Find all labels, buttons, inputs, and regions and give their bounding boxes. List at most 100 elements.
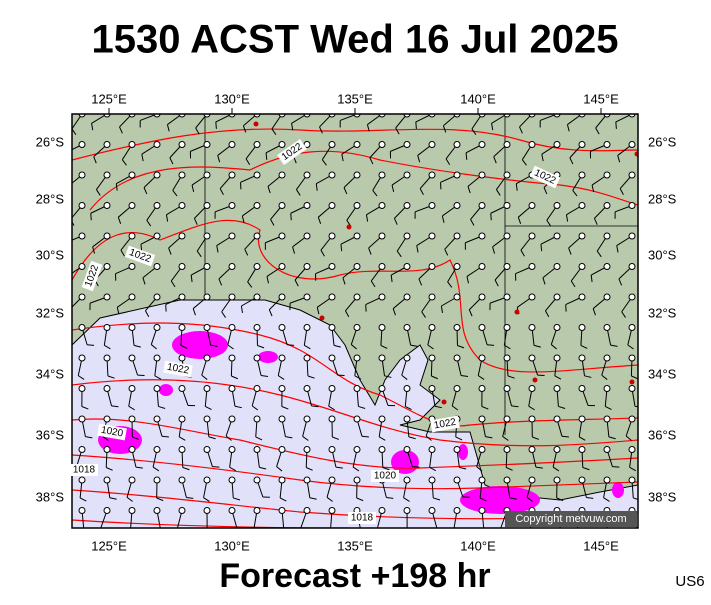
station	[179, 264, 185, 270]
station	[254, 172, 260, 178]
station	[204, 294, 210, 300]
station	[329, 172, 335, 178]
station	[454, 386, 460, 392]
lat-label-right: 30°S	[648, 247, 677, 262]
station	[529, 233, 535, 239]
station	[279, 355, 285, 361]
station	[104, 142, 110, 148]
station	[429, 447, 435, 453]
barb-feather	[91, 213, 92, 220]
station	[154, 264, 160, 270]
station	[429, 233, 435, 239]
barb-feather	[416, 122, 417, 129]
station	[529, 386, 535, 392]
station	[204, 386, 210, 392]
station	[529, 355, 535, 361]
station	[254, 508, 260, 514]
lon-label-bottom: 135°E	[337, 538, 373, 553]
station	[229, 386, 235, 392]
station	[79, 172, 85, 178]
lat-label-left: 38°S	[36, 489, 65, 504]
lon-label-bottom: 145°E	[583, 538, 619, 553]
station	[104, 447, 110, 453]
station	[379, 264, 385, 270]
station	[604, 172, 610, 178]
station	[479, 477, 485, 483]
station	[279, 172, 285, 178]
station	[554, 386, 560, 392]
station	[379, 325, 385, 331]
station	[329, 233, 335, 239]
station	[304, 416, 310, 422]
barb-feather	[454, 528, 460, 532]
station	[304, 325, 310, 331]
station	[404, 416, 410, 422]
station	[379, 294, 385, 300]
lat-label-left: 36°S	[36, 427, 65, 442]
station	[404, 508, 410, 514]
station	[554, 325, 560, 331]
barb-feather	[216, 122, 217, 129]
station	[404, 203, 410, 209]
station	[604, 355, 610, 361]
station	[379, 386, 385, 392]
station	[229, 294, 235, 300]
station	[379, 233, 385, 239]
station	[629, 264, 635, 270]
lat-label-left: 26°S	[36, 134, 65, 149]
station	[504, 477, 510, 483]
station	[479, 508, 485, 514]
station	[529, 325, 535, 331]
station	[454, 508, 460, 514]
station	[554, 355, 560, 361]
station	[179, 508, 185, 514]
station	[229, 264, 235, 270]
station	[454, 477, 460, 483]
station	[179, 203, 185, 209]
isobar-label: 1018	[70, 464, 98, 476]
station	[204, 203, 210, 209]
station	[354, 264, 360, 270]
lat-label-right: 32°S	[648, 305, 677, 320]
station	[179, 294, 185, 300]
station	[204, 416, 210, 422]
station	[429, 172, 435, 178]
station	[629, 477, 635, 483]
isobar-label: 1018	[348, 512, 376, 524]
station	[179, 447, 185, 453]
station	[179, 233, 185, 239]
station	[179, 172, 185, 178]
station	[479, 355, 485, 361]
station	[104, 203, 110, 209]
lon-label-bottom: 130°E	[214, 538, 250, 553]
station	[179, 386, 185, 392]
station	[354, 325, 360, 331]
station	[554, 447, 560, 453]
station	[429, 477, 435, 483]
isobar-label-text: 1020	[374, 471, 397, 482]
station	[79, 203, 85, 209]
station	[79, 386, 85, 392]
barb-feather	[291, 213, 292, 220]
station	[254, 142, 260, 148]
station	[529, 264, 535, 270]
station	[204, 508, 210, 514]
station	[579, 142, 585, 148]
station	[454, 447, 460, 453]
station	[279, 203, 285, 209]
station	[104, 386, 110, 392]
barb-feather	[616, 122, 617, 129]
lon-label-top: 140°E	[460, 91, 496, 106]
station	[529, 416, 535, 422]
station	[229, 355, 235, 361]
station	[454, 233, 460, 239]
station	[129, 508, 135, 514]
station	[279, 447, 285, 453]
station	[554, 294, 560, 300]
station	[479, 172, 485, 178]
station	[329, 142, 335, 148]
station	[404, 142, 410, 148]
station	[579, 447, 585, 453]
station	[279, 416, 285, 422]
